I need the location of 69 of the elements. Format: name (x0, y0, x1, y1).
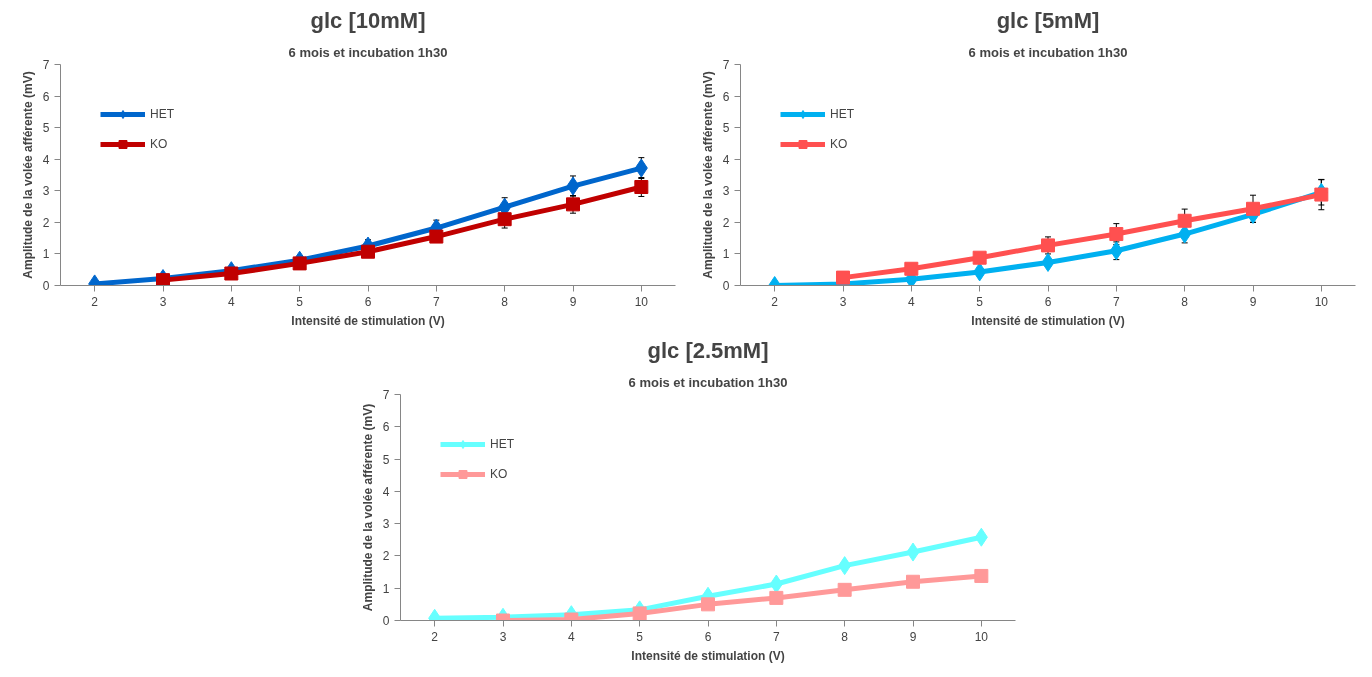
y-tick-label: 7 (42, 58, 50, 72)
x-tick-label: 4 (228, 294, 235, 309)
chart-title: glc [5mM] (996, 7, 1100, 33)
y-tick-label: 2 (722, 215, 730, 230)
y-tick-label: 3 (42, 184, 50, 199)
x-tick-label: 5 (976, 294, 984, 309)
y-tick-label: 1 (382, 581, 390, 596)
y-tick-label: 2 (382, 549, 390, 564)
x-tick-label: 6 (704, 629, 712, 644)
x-tick-label: 3 (499, 629, 507, 644)
x-tick-label: 3 (839, 294, 847, 309)
x-axis-title: Intensité de stimulation (V) (631, 648, 785, 663)
y-tick-label: 2 (42, 215, 50, 230)
legend-label: KO (150, 137, 169, 151)
x-tick-label: 7 (773, 629, 780, 644)
x-tick-label: 9 (909, 629, 917, 644)
y-axis-title: Amplitude de la volée afférente (mV) (20, 71, 35, 279)
y-tick-label: 4 (722, 152, 730, 167)
y-tick-label: 3 (722, 184, 730, 199)
chart-subtitle: 6 mois et incubation 1h30 (628, 374, 788, 390)
x-tick-label: 7 (433, 294, 440, 309)
x-axis-title: Intensité de stimulation (V) (971, 313, 1125, 328)
chart-subtitle: 6 mois et incubation 1h30 (968, 44, 1128, 60)
x-tick-label: 4 (908, 294, 915, 309)
x-tick-label: 4 (568, 629, 575, 644)
legend-label: HET (830, 107, 854, 121)
x-tick-label: 10 (974, 629, 989, 644)
x-tick-label: 8 (841, 629, 849, 644)
x-tick-label: 9 (569, 294, 577, 309)
y-axis-title: Amplitude de la volée afférente (mV) (360, 403, 375, 612)
y-tick-label: 6 (382, 420, 390, 435)
x-axis-title: Intensité de stimulation (V) (291, 313, 445, 328)
y-tick-label: 7 (722, 58, 730, 72)
x-tick-label: 2 (771, 294, 779, 309)
x-tick-label: 5 (296, 294, 304, 309)
x-tick-label: 2 (91, 294, 99, 309)
x-tick-label: 6 (1044, 294, 1052, 309)
y-tick-label: 5 (722, 121, 730, 136)
y-axis-title: Amplitude de la volée afférente (mV) (700, 71, 715, 279)
legend-label: KO (490, 467, 509, 481)
legend-label: HET (150, 107, 174, 121)
y-tick-label: 4 (42, 152, 50, 167)
chart-title: glc [10mM] (310, 7, 426, 33)
x-tick-label: 6 (364, 294, 372, 309)
x-tick-label: 9 (1249, 294, 1257, 309)
legend-label: HET (490, 437, 514, 451)
x-tick-label: 3 (159, 294, 167, 309)
y-tick-label: 5 (42, 121, 50, 136)
y-tick-label: 7 (382, 388, 390, 402)
y-tick-label: 3 (382, 517, 390, 532)
x-tick-label: 7 (1113, 294, 1120, 309)
x-tick-label: 10 (634, 294, 649, 309)
x-tick-label: 10 (1314, 294, 1329, 309)
legend-label: KO (830, 137, 849, 151)
y-tick-label: 4 (382, 484, 390, 499)
y-tick-label: 0 (382, 614, 390, 628)
y-tick-label: 5 (382, 452, 390, 467)
y-tick-label: 6 (722, 89, 730, 104)
y-tick-label: 1 (722, 247, 730, 262)
x-tick-label: 2 (431, 629, 439, 644)
x-tick-label: 8 (501, 294, 509, 309)
y-tick-label: 0 (42, 279, 50, 293)
y-tick-label: 0 (722, 279, 730, 293)
chart-title: glc [2.5mM] (647, 337, 769, 363)
y-tick-label: 6 (42, 89, 50, 104)
x-tick-label: 8 (1181, 294, 1189, 309)
chart-subtitle: 6 mois et incubation 1h30 (288, 44, 448, 60)
x-tick-label: 5 (636, 629, 644, 644)
y-tick-label: 1 (42, 247, 50, 262)
